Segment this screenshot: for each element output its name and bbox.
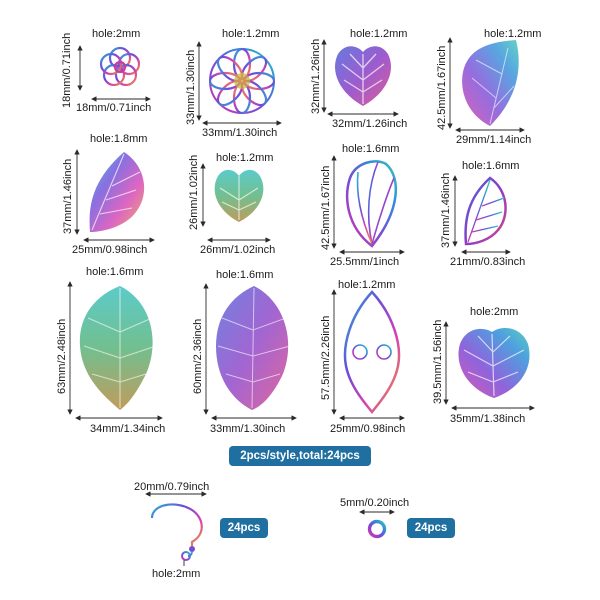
hole-label: hole:2mm [92, 28, 141, 40]
height-label: 39.5mm/1.56inch [432, 319, 444, 404]
drop-leaf-pendant [345, 160, 398, 248]
width-label: 35mm/1.38inch [450, 413, 526, 425]
hole-label: hole:2mm [470, 306, 519, 318]
width-label: 33mm/1.30inch [202, 127, 278, 139]
width-label: 33mm/1.30inch [210, 423, 286, 435]
ring-size-label: 5mm/0.20inch [340, 497, 410, 509]
width-label: 25mm/0.98inch [330, 423, 406, 435]
hook-count-badge: 24pcs [220, 518, 268, 538]
oval-leaf-pendant [216, 286, 291, 410]
hole-label: hole:1.6mm [462, 160, 520, 172]
hole-label: hole:1.2mm [350, 28, 408, 40]
hole-label: hole:1.2mm [216, 152, 274, 164]
monstera-pendant-large [458, 328, 530, 398]
hole-label: hole:1.6mm [86, 266, 144, 278]
flower-pendant-large [208, 47, 276, 115]
width-label: 21mm/0.83inch [450, 256, 526, 268]
summary-badge: 2pcs/style,total:24pcs [229, 446, 371, 466]
ring-count-badge: 24pcs [407, 518, 455, 538]
height-label: 37mm/1.46inch [62, 158, 74, 234]
hole-label: hole:1.6mm [216, 269, 274, 281]
width-label: 25mm/0.98inch [72, 244, 148, 256]
height-label: 63mm/2.48inch [56, 318, 68, 394]
height-label: 26mm/1.02inch [188, 154, 200, 230]
leaf-pendant-feather [89, 152, 145, 232]
height-label: 42.5mm/1.67inch [320, 165, 332, 250]
hole-label: hole:1.2mm [484, 28, 542, 40]
hole-label: hole:1.6mm [342, 143, 400, 155]
width-label: 25.5mm/1inch [330, 256, 400, 268]
hole-label: hole:1.2mm [338, 279, 396, 291]
monstera-pendant [335, 46, 391, 106]
leaf-pendant-slim [464, 176, 507, 246]
width-label: 29mm/1.14inch [456, 134, 532, 146]
height-label: 60mm/2.36inch [192, 318, 204, 394]
width-label: 18mm/0.71inch [76, 102, 152, 114]
earring-hook-image [150, 503, 203, 561]
monstera-pendant-small [214, 169, 264, 222]
height-label: 42.5mm/1.67inch [436, 45, 448, 130]
hook-width-label: 20mm/0.79inch [134, 481, 210, 493]
width-label: 34mm/1.34inch [90, 423, 166, 435]
height-label: 18mm/0.71inch [61, 32, 73, 108]
width-label: 26mm/1.02inch [200, 244, 276, 256]
jump-ring-image [367, 519, 387, 539]
height-label: 33mm/1.30inch [185, 49, 197, 125]
hole-label: hole:1.2mm [222, 28, 280, 40]
hole-label: hole:1.8mm [90, 133, 148, 145]
width-label: 32mm/1.26inch [332, 118, 408, 130]
height-label: 37mm/1.46inch [440, 172, 452, 248]
tribal-leaf-pendant [343, 290, 401, 414]
leaf-pendant-large-mesh [79, 286, 157, 410]
height-label: 57.5mm/2.26inch [320, 315, 332, 400]
leaf-pendant-filigree [462, 40, 519, 126]
height-label: 32mm/1.26inch [310, 38, 322, 114]
flower-pendant-small [99, 46, 141, 86]
hook-hole-label: hole:2mm [152, 568, 201, 580]
